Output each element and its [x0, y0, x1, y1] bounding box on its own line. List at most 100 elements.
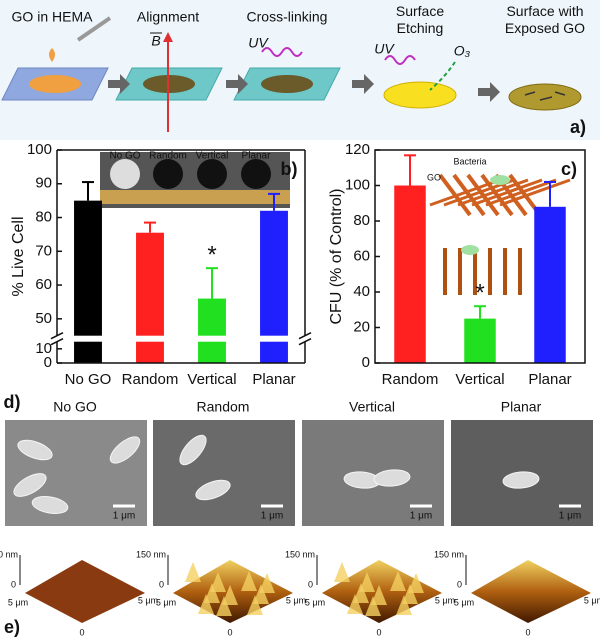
inset-label: Bacteria	[453, 156, 486, 166]
afm-label: 0	[376, 627, 381, 637]
bacterium	[13, 473, 47, 497]
afm-peak	[204, 583, 220, 603]
sem-image	[153, 420, 295, 526]
y-tick-label: 50	[35, 310, 52, 327]
afm-label: 150 nm	[285, 549, 315, 559]
axis-break	[47, 335, 315, 342]
afm-label: 150 nm	[434, 549, 464, 559]
bacterium	[502, 471, 540, 489]
afm-label: 5 μm	[584, 595, 600, 605]
step-label: Cross-linking	[247, 9, 328, 25]
bar	[464, 318, 496, 363]
schematic-drawings	[1, 16, 582, 132]
afm-peak	[216, 596, 232, 616]
afm-label: 5 μm	[454, 597, 474, 607]
inset-disk	[110, 159, 140, 189]
y-tick-label: 20	[353, 318, 370, 335]
sem-image	[302, 420, 444, 526]
afm-peak	[353, 583, 369, 603]
afm-peak	[396, 595, 412, 615]
inset-disk	[241, 159, 271, 189]
x-tick-label: Planar	[252, 371, 295, 388]
step-label: Surface Etching	[396, 3, 444, 36]
inset-disk	[197, 159, 227, 189]
sem-title: Vertical	[349, 399, 395, 415]
sem-title: No GO	[53, 399, 97, 415]
y-tick-label: 60	[353, 247, 370, 264]
afm-surface	[471, 560, 591, 623]
y-tick-label: 80	[353, 212, 370, 229]
x-tick-label: Vertical	[455, 371, 504, 388]
y-axis-label: % Live Cell	[10, 216, 27, 296]
y-tick-label: 0	[44, 354, 52, 371]
y-tick-label: 90	[35, 175, 52, 192]
afm-label: 0	[11, 579, 16, 589]
y-tick-label: 70	[35, 242, 52, 259]
afm-label: 5 μm	[8, 597, 28, 607]
x-tick-label: Random	[382, 371, 439, 388]
afm-label: 150 nm	[0, 549, 18, 559]
scale-label: 1 μm	[113, 511, 135, 522]
y-tick-label: 120	[345, 141, 370, 158]
afm-peak	[371, 585, 387, 605]
ozone-label: O₃	[454, 43, 471, 59]
afm-peak	[359, 572, 375, 592]
bacterium	[373, 469, 411, 487]
y-tick-label: 100	[345, 176, 370, 193]
afm-label: 0	[79, 627, 84, 637]
afm-label: 0	[457, 579, 462, 589]
x-tick-label: Vertical	[187, 371, 236, 388]
afm-label: 0	[227, 627, 232, 637]
afm-peak	[198, 594, 214, 614]
afm-label: 5 μm	[305, 597, 325, 607]
inset-label: Vertical	[196, 151, 229, 162]
y-tick-label: 100	[27, 141, 52, 158]
step-label-line: Exposed GO	[505, 20, 585, 36]
afm-label: 0	[159, 579, 164, 589]
afm-label: 5 μm	[286, 595, 306, 605]
afm-peak	[390, 571, 406, 591]
afm-peak	[347, 594, 363, 614]
uv-label: UV	[374, 41, 395, 57]
afm-peak	[365, 596, 381, 616]
afm-peak	[253, 584, 269, 604]
x-tick-label: Random	[122, 371, 179, 388]
afm-peak	[185, 562, 201, 582]
panel-label: a)	[570, 117, 586, 137]
step-label: GO in HEMA	[12, 9, 94, 25]
bacterium	[461, 245, 479, 255]
afm-label: 5 μm	[435, 595, 455, 605]
afm-label: 0	[525, 627, 530, 637]
field-label: B	[151, 33, 160, 49]
afm-peak	[259, 573, 275, 593]
afm-label: 5 μm	[138, 595, 158, 605]
afm-label: 5 μm	[156, 597, 176, 607]
panel-label: b)	[281, 159, 298, 179]
step-label-line: Surface	[396, 3, 444, 19]
afm-peak	[334, 562, 350, 582]
bacterium	[195, 479, 231, 501]
panel-label: c)	[561, 159, 577, 179]
sem-image	[5, 420, 147, 526]
afm-peak	[241, 571, 257, 591]
afm-label: 150 nm	[136, 549, 166, 559]
y-tick-label: 0	[362, 354, 370, 371]
panel-label: e)	[4, 617, 20, 637]
scale-label: 1 μm	[261, 511, 283, 522]
bar	[198, 298, 226, 363]
inset-label: Planar	[242, 151, 272, 162]
x-tick-label: No GO	[65, 371, 112, 388]
bacterium	[17, 439, 53, 461]
bacterium	[490, 175, 510, 185]
y-tick-label: 80	[35, 208, 52, 225]
bar	[394, 185, 426, 363]
bar	[534, 206, 566, 363]
y-tick-label: 10	[35, 340, 52, 357]
step-label-line: Etching	[397, 20, 444, 36]
y-tick-label: 40	[353, 283, 370, 300]
afm-peak	[247, 595, 263, 615]
sem-title: Planar	[501, 399, 542, 415]
step-label: Surface with Exposed GO	[505, 3, 585, 36]
step-label-line: Surface with	[506, 3, 583, 19]
x-tick-label: Planar	[528, 371, 571, 388]
